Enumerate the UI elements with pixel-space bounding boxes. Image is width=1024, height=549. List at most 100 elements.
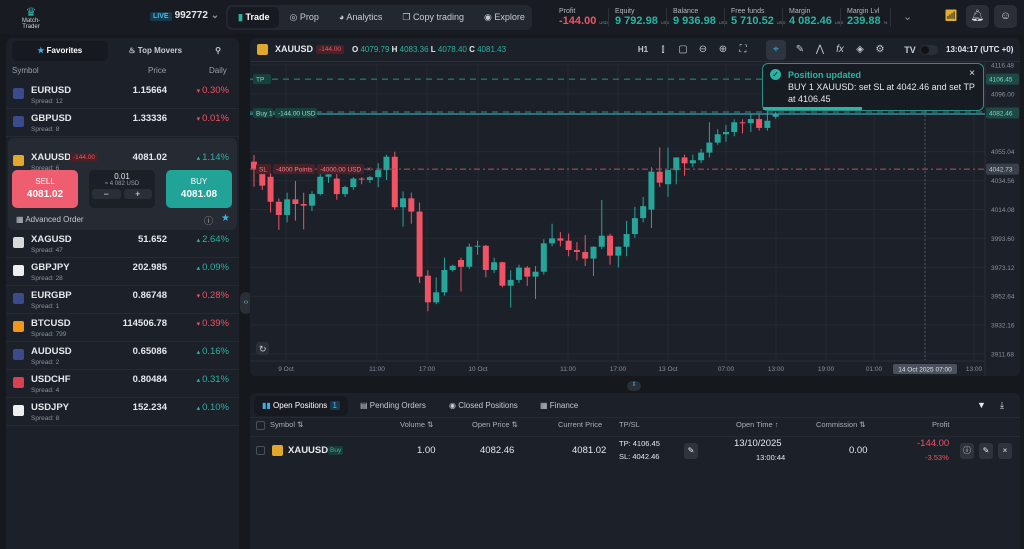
candle-body xyxy=(424,275,431,303)
column-header-symbol: Symbol xyxy=(12,66,39,75)
instrument-flag-icon xyxy=(13,405,24,416)
candle-body xyxy=(267,176,274,202)
column-header-commission[interactable]: Commission ⇅ xyxy=(816,420,866,429)
price: 51.652 xyxy=(137,234,167,245)
select-all-checkbox[interactable] xyxy=(256,421,265,430)
pencil-icon[interactable]: ✎ xyxy=(795,44,805,55)
crosshair-icon[interactable]: ⌖ xyxy=(766,40,786,60)
account-selector[interactable]: LIVE 992772 ⌄ xyxy=(150,10,219,21)
remove-sl-close-icon[interactable]: × xyxy=(367,167,371,174)
zoom-out-icon[interactable]: ⊖ xyxy=(698,44,708,55)
candle-body xyxy=(333,178,340,195)
arrow-up-icon: ▴ xyxy=(196,405,203,412)
price: 202.985 xyxy=(132,262,167,273)
list-item[interactable]: GBPJPY Spread: 28 202.985 ▴ 0.09% xyxy=(6,258,239,286)
square-icon[interactable]: ▢ xyxy=(678,44,688,55)
tab-favorites[interactable]: ★ Favorites xyxy=(12,41,108,61)
logo[interactable]: ♛ Match-Trader xyxy=(14,6,48,30)
close-icon[interactable]: × xyxy=(969,68,975,79)
nav-explore[interactable]: ◉ Explore xyxy=(474,7,535,28)
table-row[interactable]: XAUUSD Buy 1.00 4082.46 4081.02 TP: 4106… xyxy=(250,437,1020,467)
list-item[interactable]: USDCHF Spread: 4 0.80484 ▴ 0.31% xyxy=(6,370,239,398)
tab-open-positions[interactable]: ▮▮ Open Positions 1 xyxy=(254,396,348,416)
drawing-tools-icon[interactable]: ⋀ xyxy=(815,44,825,55)
sl-usd-label[interactable]: -4000.00 USD xyxy=(320,167,361,174)
edit-tpsl-pencil-icon[interactable]: ✎ xyxy=(684,443,698,459)
grid-icon: ▦ xyxy=(16,215,24,224)
buy-label[interactable]: Buy 1 xyxy=(256,111,273,118)
list-item[interactable]: XAUUSD -144.00 Spread: 6 4081.02 ▴ 1.14% xyxy=(6,148,239,176)
candlestick-chart[interactable]: 4116.48 4096.00 4055.04 4034.56 4014.08 3993.… xyxy=(250,63,1020,376)
nav-copy-trading[interactable]: ❐ Copy trading xyxy=(392,7,474,28)
candle-body xyxy=(284,199,291,215)
list-item[interactable]: EURUSD Spread: 12 1.15664 ▾ 0.30% xyxy=(6,81,239,109)
list-item[interactable]: USDJPY Spread: 8 152.234 ▴ 0.10% xyxy=(6,398,239,426)
close-position-icon[interactable]: × xyxy=(998,443,1012,459)
logo-icon: ♛ xyxy=(25,5,37,19)
chart-pnl-badge: -144.00 xyxy=(316,45,345,54)
divider xyxy=(666,8,667,27)
entry-price-tag-bg xyxy=(986,107,1019,119)
tab-top-movers[interactable]: ♨ Top Movers xyxy=(108,41,204,61)
list-item[interactable]: EURGBP Spread: 1 0.86748 ▾ 0.28% xyxy=(6,286,239,314)
settings-gear-icon[interactable]: ⚙ xyxy=(875,44,885,55)
nav-analytics[interactable]: ◕ Analytics xyxy=(329,7,392,28)
sell-button[interactable]: SELL 4081.02 xyxy=(12,170,78,208)
tab-pending-orders[interactable]: ▤ Pending Orders xyxy=(352,396,434,416)
volume-increase-button[interactable]: + xyxy=(123,189,152,199)
candle-type-icon[interactable]: ⫾ xyxy=(661,44,665,55)
filter-icon[interactable]: ▼ xyxy=(977,400,986,410)
fullscreen-icon[interactable]: ⛶ xyxy=(739,44,747,55)
buy-button[interactable]: BUY 4081.08 xyxy=(166,170,232,208)
price-tick-label: 3993.60 xyxy=(991,236,1015,243)
row-checkbox[interactable] xyxy=(256,446,265,455)
tab-closed-positions[interactable]: ◉ Closed Positions xyxy=(441,396,526,416)
favorite-star-icon[interactable]: ★ xyxy=(221,213,230,224)
candle-body xyxy=(350,178,357,188)
volume-decrease-button[interactable]: − xyxy=(92,189,121,199)
list-item[interactable]: BTCUSD Spread: 799 114506.78 ▾ 0.39% xyxy=(6,314,239,342)
column-header-volume[interactable]: Volume ⇅ xyxy=(400,420,434,429)
collapse-panel-handle[interactable]: ‹› xyxy=(240,292,252,314)
advanced-order-button[interactable]: ▦ Advanced Order xyxy=(16,215,84,224)
candle-body xyxy=(673,157,680,171)
indicators-fx-icon[interactable]: fx xyxy=(836,44,844,55)
layers-icon[interactable]: ◈ xyxy=(856,44,864,55)
candle-body xyxy=(756,119,763,128)
zoom-in-icon[interactable]: ⊕ xyxy=(718,44,728,55)
sl-label[interactable]: SL xyxy=(259,167,267,174)
nav-prop[interactable]: ◎ Prop xyxy=(279,7,328,28)
tab-finance[interactable]: ▦ Finance xyxy=(532,396,586,416)
column-header-open-time[interactable]: Open Time ↑ xyxy=(736,420,779,429)
list-item[interactable]: GBPUSD Spread: 8 1.33336 ▾ 0.01% xyxy=(6,109,239,137)
list-item[interactable]: AUDUSD Spread: 2 0.65086 ▴ 0.16% xyxy=(6,342,239,370)
nav-trade[interactable]: ▮ Trade xyxy=(228,7,280,28)
download-icon[interactable]: ⤓ xyxy=(1000,400,1004,410)
notifications-bell-icon[interactable]: 🔔︎ xyxy=(966,5,989,28)
search-icon[interactable]: ⚲ xyxy=(215,46,221,55)
buy-pnl-label[interactable]: -144.00 USD xyxy=(278,111,316,118)
toggle-switch[interactable] xyxy=(920,45,938,55)
tp-label[interactable]: TP xyxy=(256,77,264,84)
sl-points-label[interactable]: -4000 Points xyxy=(276,167,313,174)
edit-pencil-icon[interactable]: ✎ xyxy=(979,443,993,459)
timeframe-button[interactable]: H1 xyxy=(637,45,649,54)
info-icon[interactable]: ⓘ xyxy=(960,443,974,459)
column-header-symbol[interactable]: Symbol ⇅ xyxy=(270,420,304,429)
info-icon[interactable]: ⓘ xyxy=(204,216,214,226)
column-header-daily: Daily xyxy=(209,66,227,75)
spread: Spread: 8 xyxy=(31,126,60,133)
profile-icon[interactable]: ☺ xyxy=(994,5,1017,28)
candle-body xyxy=(698,152,705,161)
column-header-open-price[interactable]: Open Price ⇅ xyxy=(472,420,518,429)
resize-handle[interactable]: ⇕ xyxy=(627,381,641,391)
volume-value[interactable]: 0.01 xyxy=(114,172,130,181)
list-item[interactable]: XAGUSD Spread: 47 51.652 ▴ 2.64% xyxy=(6,230,239,258)
volume-stepper: 0.01 ≈ 4 082 USD − + xyxy=(89,170,155,208)
expand-stats-chevron-icon[interactable]: ⌄ xyxy=(903,11,913,23)
reset-chart-icon[interactable] xyxy=(256,342,269,355)
chart-symbol[interactable]: XAUUSD xyxy=(275,44,314,54)
